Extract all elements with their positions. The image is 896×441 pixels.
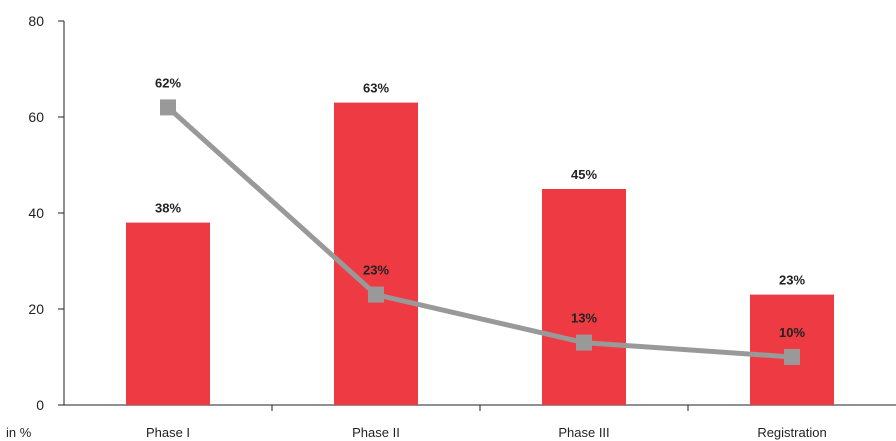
x-axis: Phase I Phase II Phase III Registration [64, 404, 896, 440]
x-tick-label: Phase II [352, 425, 400, 440]
y-tick-label: 80 [28, 13, 44, 29]
line-data-label: 23% [363, 263, 389, 278]
bar [126, 222, 210, 405]
y-axis: 0 20 40 60 80 [28, 13, 65, 413]
y-tick-label: 60 [28, 109, 44, 125]
line-marker [160, 99, 176, 116]
bar [542, 189, 626, 405]
bar [334, 102, 418, 405]
bar-data-label: 23% [779, 273, 805, 288]
x-tick-label: Phase I [146, 425, 190, 440]
line-data-label: 13% [571, 311, 597, 326]
series-line [166, 105, 793, 360]
x-tick-label: Registration [757, 425, 826, 440]
y-tick-label: 0 [36, 397, 44, 413]
bar-data-label: 38% [155, 201, 181, 216]
line-marker [368, 286, 384, 303]
line-data-label: 62% [155, 75, 181, 90]
data-labels: 38% 63% 45% 23% 62% 23% 13% 10% [155, 75, 805, 340]
line-series [160, 99, 800, 365]
y-axis-unit-label: in % [6, 425, 32, 440]
bar-data-label: 45% [571, 167, 597, 182]
line-marker [576, 334, 592, 351]
line-data-label: 10% [779, 325, 805, 340]
y-tick-label: 20 [28, 301, 44, 317]
x-tick-label: Phase III [558, 425, 609, 440]
bar-data-label: 63% [363, 81, 389, 96]
y-tick-label: 40 [28, 205, 44, 221]
line-marker [784, 349, 800, 365]
bar-series [126, 102, 834, 405]
